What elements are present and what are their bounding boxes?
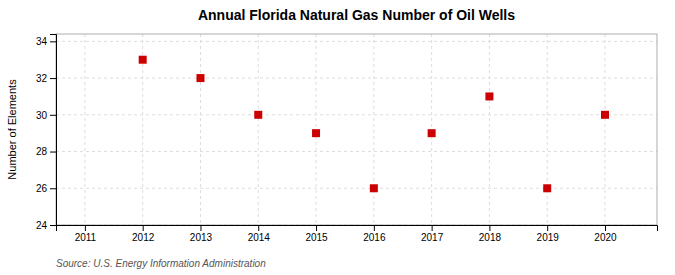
grid-line [604,34,605,225]
tick: 28 [36,146,56,157]
tick: 2015 [305,225,328,243]
tick: 32 [36,73,56,84]
grid-line [56,188,657,189]
tick-mark [85,225,86,231]
tick-label: 26 [36,183,48,194]
point [485,92,493,100]
grid-line [56,151,657,152]
grid-line [489,34,490,225]
tick-mark [374,225,375,231]
annotation: Source: U.S. Energy Information Administ… [56,258,266,269]
grid-line [373,34,374,225]
title: Annual Florida Natural Gas Number of Oil… [198,7,515,23]
tick: 30 [36,110,56,121]
tick-mark [50,225,56,226]
tick: 2018 [479,225,502,243]
points [139,56,609,193]
tick-label: 24 [36,220,48,231]
tick-mark [50,152,56,153]
tick-label: 2013 [190,232,213,243]
tick: 2017 [421,225,444,243]
grid-line [200,34,201,225]
tick-label: 28 [36,146,48,157]
tick: 2014 [248,225,271,243]
tick-label: 2019 [537,232,560,243]
tick-mark [432,225,433,231]
y-axis-label: Number of Elements [6,79,18,180]
plot: 2011 2012 2013 2014 2015 2016 2017 2018 2019 2020… [36,34,658,243]
tick-label: 2015 [305,232,328,243]
grid [56,34,657,225]
tick-mark [547,225,548,231]
x-axis: 2011 2012 2013 2014 2015 2016 2017 2018 2019 2020 [57,225,658,243]
tick-mark [316,225,317,231]
tick-label: 2020 [594,232,617,243]
tick-label: 2012 [132,232,155,243]
grid-line [84,34,85,225]
grid-line [56,78,657,79]
tick-mark [489,225,490,231]
tick-label: 34 [36,36,48,47]
tick-label: 30 [36,110,48,121]
tick: 2020 [594,225,617,243]
tick: 2012 [132,225,155,243]
tick-label: 2016 [363,232,386,243]
axis-line [50,35,57,226]
grid-line [547,34,548,225]
point [139,56,147,64]
tick: 26 [36,183,56,194]
tick-mark [605,225,606,231]
tick-label: 2017 [421,232,444,243]
tick: 2013 [190,225,213,243]
tick-label: 2011 [75,232,97,243]
point [196,74,204,82]
tick-mark [50,188,56,189]
point [370,184,378,192]
plot-frame [56,34,657,225]
tick-label: 2014 [248,232,271,243]
tick: 2019 [537,225,560,243]
point [601,111,609,119]
tick-mark [143,225,144,231]
axis-line [57,226,658,232]
tick: 24 [36,220,56,231]
point [428,129,436,137]
grid-line [56,41,657,42]
point [312,129,320,137]
point [254,111,262,119]
chart: 2011 2012 2013 2014 2015 2016 2017 2018 2019 2020… [0,0,675,275]
grid-line [258,34,259,225]
tick-mark [50,78,56,79]
tick-mark [258,225,259,231]
tick-mark [200,225,201,231]
tick: 2011 [75,225,97,243]
point [543,184,551,192]
grid-line [56,114,657,115]
tick-mark [50,115,56,116]
tick-label: 2018 [479,232,502,243]
tick: 2016 [363,225,386,243]
tick-label: 32 [36,73,48,84]
tick: 34 [36,36,56,47]
tick-mark [50,41,56,42]
y-axis: 24 26 28 30 32 34 [36,35,57,231]
